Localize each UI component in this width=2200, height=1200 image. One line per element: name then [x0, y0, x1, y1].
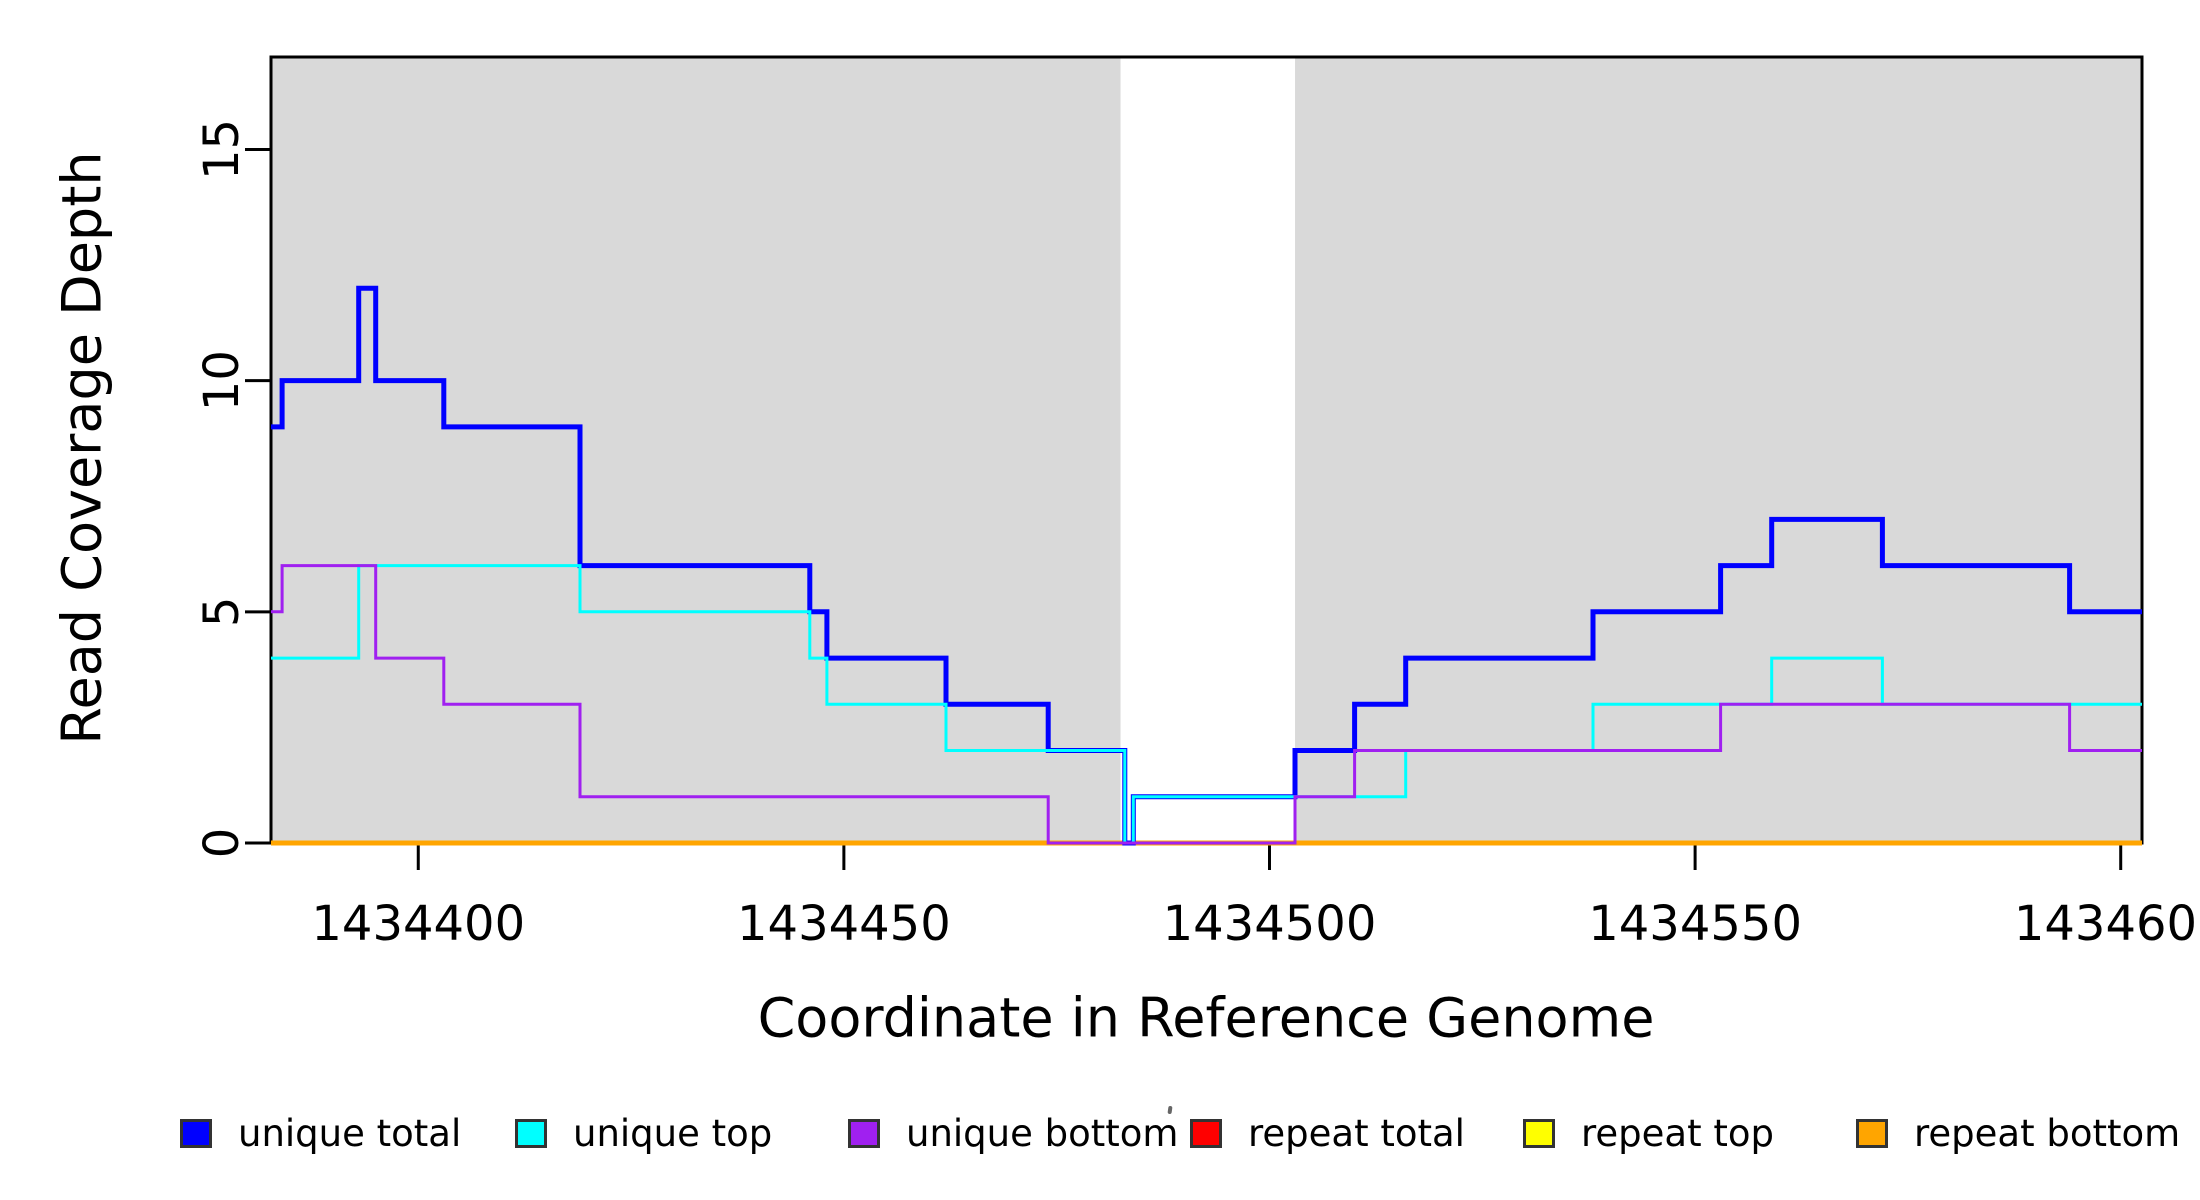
legend-swatch-icon — [848, 1118, 880, 1148]
legend-item-unique-bottom: unique bottom — [848, 1112, 1178, 1155]
legend-swatch-icon — [1856, 1118, 1888, 1148]
y-tick-label: 0 — [194, 828, 250, 859]
legend-item-unique-total: unique total — [180, 1112, 461, 1155]
y-tick-label: 15 — [194, 119, 250, 180]
legend-label: unique bottom — [906, 1111, 1179, 1155]
x-tick-label: 1434550 — [1588, 896, 1802, 952]
series-line-unique-top — [271, 564, 2142, 845]
legend-label: repeat bottom — [1914, 1111, 2181, 1155]
x-tick-label: 1434500 — [1163, 896, 1377, 952]
legend-label: repeat top — [1581, 1111, 1774, 1155]
x-tick-label: 1434450 — [737, 896, 951, 952]
shaded-region-1 — [1295, 57, 2142, 843]
legend-swatch-icon — [1190, 1118, 1222, 1148]
series-line-unique-bottom — [271, 564, 2142, 845]
x-tick-label: 1434400 — [311, 896, 525, 952]
shaded-region-0 — [271, 57, 1121, 843]
legend-item-repeat-top: repeat top — [1523, 1112, 1774, 1155]
legend-label: unique top — [573, 1111, 773, 1155]
legend-item-unique-top: unique top — [515, 1112, 772, 1155]
legend-label: unique total — [238, 1111, 462, 1155]
legend-item-repeat-total: repeat total — [1190, 1112, 1465, 1155]
legend-label: repeat total — [1248, 1111, 1465, 1155]
legend-swatch-icon — [515, 1118, 547, 1148]
legend-swatch-icon — [1523, 1118, 1555, 1148]
y-tick-label: 10 — [194, 350, 250, 411]
legend-swatch-icon — [180, 1118, 212, 1148]
legend-item-repeat-bottom: repeat bottom — [1856, 1112, 2180, 1155]
y-axis-title: Read Coverage Depth — [50, 151, 114, 745]
x-axis-title: Coordinate in Reference Genome — [757, 986, 1655, 1050]
y-tick-label: 5 — [194, 597, 250, 628]
